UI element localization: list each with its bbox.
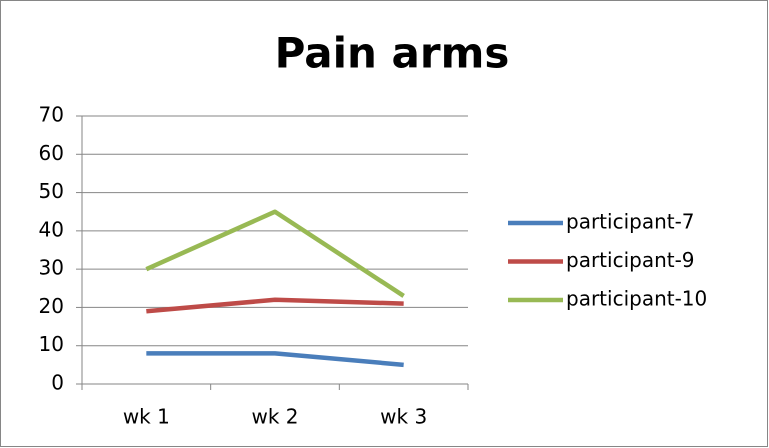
x-tick-label: wk 2 <box>251 405 298 429</box>
y-tick-label: 20 <box>39 294 64 318</box>
y-tick-label: 40 <box>39 217 64 241</box>
legend-label: participant-9 <box>566 248 695 272</box>
legend-label: participant-10 <box>566 287 707 311</box>
series-line <box>146 297 404 314</box>
x-tick-label: wk 3 <box>380 405 427 429</box>
x-tick-label: wk 1 <box>123 405 170 429</box>
series-line <box>146 351 404 368</box>
series-line <box>145 209 405 298</box>
chart-title: Pain arms <box>275 29 510 78</box>
y-tick-label: 10 <box>39 332 64 356</box>
y-tick-label: 30 <box>39 256 64 280</box>
y-tick-label: 0 <box>51 371 64 395</box>
y-tick-label: 60 <box>39 141 64 165</box>
y-tick-label: 50 <box>39 179 64 203</box>
y-tick-label: 70 <box>39 103 64 127</box>
legend-label: participant-7 <box>566 210 695 234</box>
